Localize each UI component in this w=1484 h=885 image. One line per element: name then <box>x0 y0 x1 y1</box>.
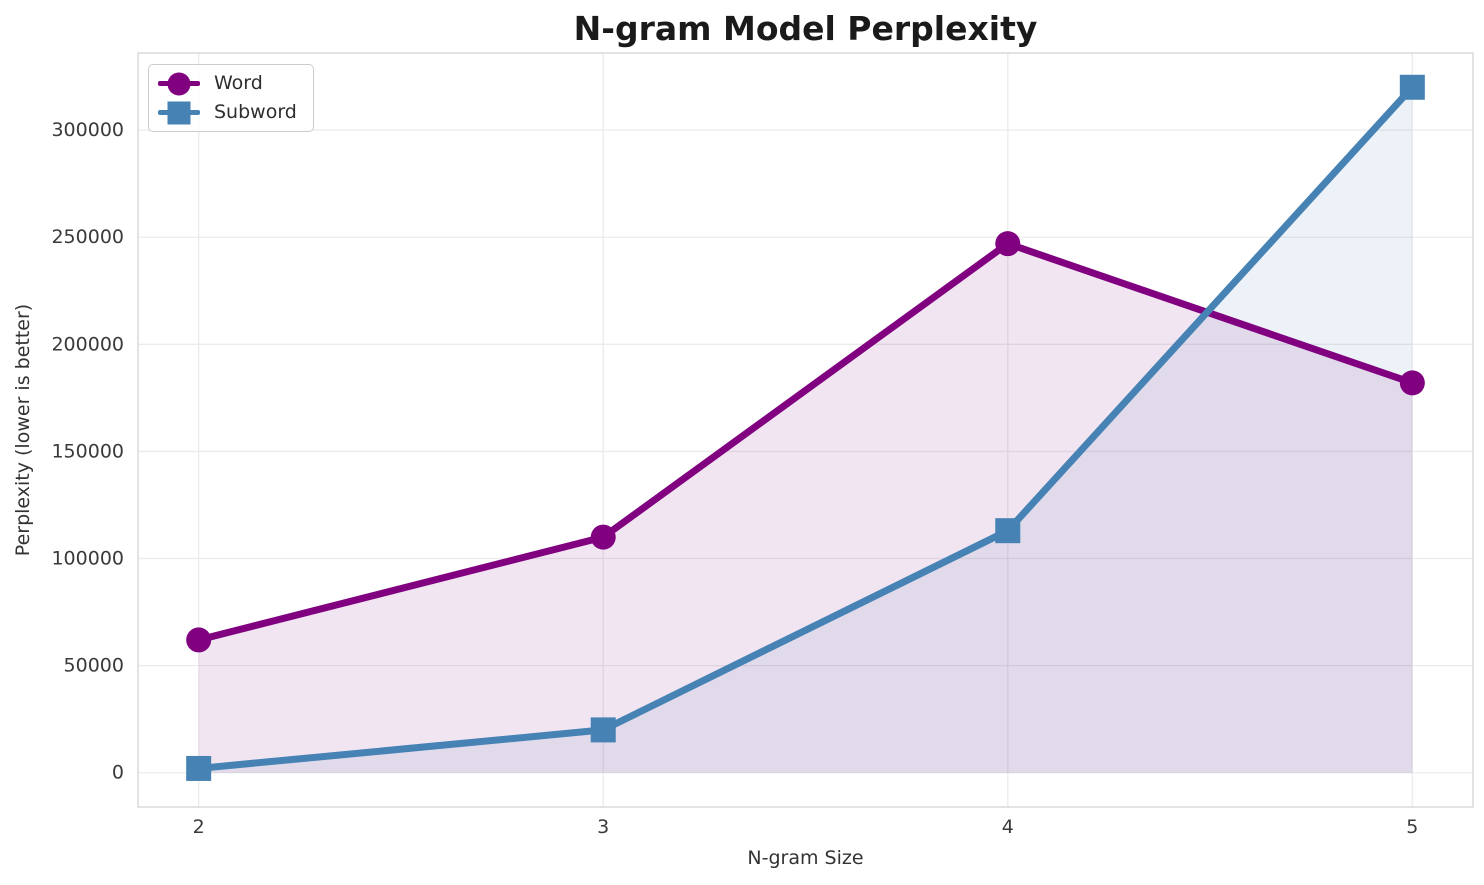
x-tick-label: 4 <box>1002 816 1014 838</box>
y-tick-label: 250000 <box>51 226 124 248</box>
y-tick-label: 0 <box>112 762 124 784</box>
subword-area <box>198 87 1413 773</box>
word-legend-shape <box>167 72 191 95</box>
plot-border <box>137 52 1474 808</box>
y-axis-label: Perplexity (lower is better) <box>12 303 34 557</box>
subword-line <box>195 83 1416 772</box>
word-area <box>198 243 1413 773</box>
subword-legend-shape <box>167 101 191 124</box>
subword-legend-marker-icon <box>158 99 200 126</box>
y-tick-label: 100000 <box>51 548 124 570</box>
x-axis-label: N-gram Size <box>747 847 864 869</box>
legend: Word Subword <box>148 64 314 132</box>
word-marker <box>1399 370 1425 396</box>
legend-label-subword: Subword <box>214 101 297 123</box>
y-tick-label: 300000 <box>51 119 124 141</box>
x-tick-label: 5 <box>1406 816 1418 838</box>
x-tick-label: 2 <box>193 816 205 838</box>
legend-item-word: Word <box>158 70 297 97</box>
y-tick-label: 50000 <box>64 655 124 677</box>
subword-marker <box>590 717 616 743</box>
subword-marker <box>1399 74 1425 100</box>
legend-label-word: Word <box>214 72 263 94</box>
subword-marker <box>995 518 1021 544</box>
y-tick-label: 200000 <box>51 333 124 355</box>
word-legend-marker-icon <box>158 70 200 97</box>
y-tick-label: 150000 <box>51 440 124 462</box>
chart-title: N-gram Model Perplexity <box>573 9 1038 48</box>
word-marker <box>186 627 212 653</box>
x-tick-label: 3 <box>597 816 609 838</box>
word-marker <box>590 524 616 550</box>
legend-item-subword: Subword <box>158 99 297 126</box>
subword-marker <box>186 755 212 781</box>
word-marker <box>995 231 1021 257</box>
